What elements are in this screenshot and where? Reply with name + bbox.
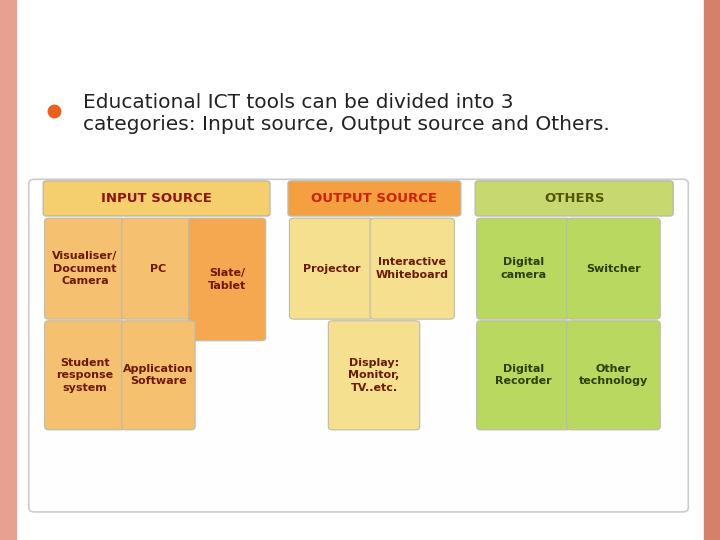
FancyBboxPatch shape (29, 179, 688, 512)
FancyBboxPatch shape (45, 321, 125, 430)
Text: INPUT SOURCE: INPUT SOURCE (102, 192, 212, 205)
FancyBboxPatch shape (45, 218, 125, 319)
Text: OUTPUT SOURCE: OUTPUT SOURCE (312, 192, 438, 205)
FancyBboxPatch shape (567, 321, 660, 430)
Text: OTHERS: OTHERS (544, 192, 605, 205)
Text: Student
response
system: Student response system (56, 358, 114, 393)
FancyBboxPatch shape (122, 321, 195, 430)
Bar (0, 0, 16, 540)
FancyBboxPatch shape (289, 218, 374, 319)
Bar (704, 0, 720, 540)
FancyBboxPatch shape (43, 181, 270, 216)
Text: Slate/
Tablet: Slate/ Tablet (208, 268, 246, 291)
FancyBboxPatch shape (477, 218, 570, 319)
FancyBboxPatch shape (475, 181, 673, 216)
FancyBboxPatch shape (122, 218, 195, 319)
Text: Switcher: Switcher (586, 264, 641, 274)
Text: categories: Input source, Output source and Others.: categories: Input source, Output source … (83, 114, 610, 134)
Text: Digital
camera: Digital camera (500, 258, 546, 280)
Text: Visualiser/
Document
Camera: Visualiser/ Document Camera (53, 251, 117, 286)
FancyBboxPatch shape (189, 218, 266, 341)
Text: Projector: Projector (302, 264, 361, 274)
Text: Application
Software: Application Software (123, 364, 194, 387)
Text: Educational ICT tools can be divided into 3: Educational ICT tools can be divided int… (83, 93, 513, 112)
FancyBboxPatch shape (567, 218, 660, 319)
FancyBboxPatch shape (288, 181, 461, 216)
FancyBboxPatch shape (328, 321, 420, 430)
FancyBboxPatch shape (370, 218, 454, 319)
Text: Display:
Monitor,
TV..etc.: Display: Monitor, TV..etc. (348, 358, 400, 393)
Text: PC: PC (150, 264, 166, 274)
Text: Other
technology: Other technology (579, 364, 648, 387)
Text: Digital
Recorder: Digital Recorder (495, 364, 552, 387)
Text: Interactive
Whiteboard: Interactive Whiteboard (376, 258, 449, 280)
FancyBboxPatch shape (477, 321, 570, 430)
